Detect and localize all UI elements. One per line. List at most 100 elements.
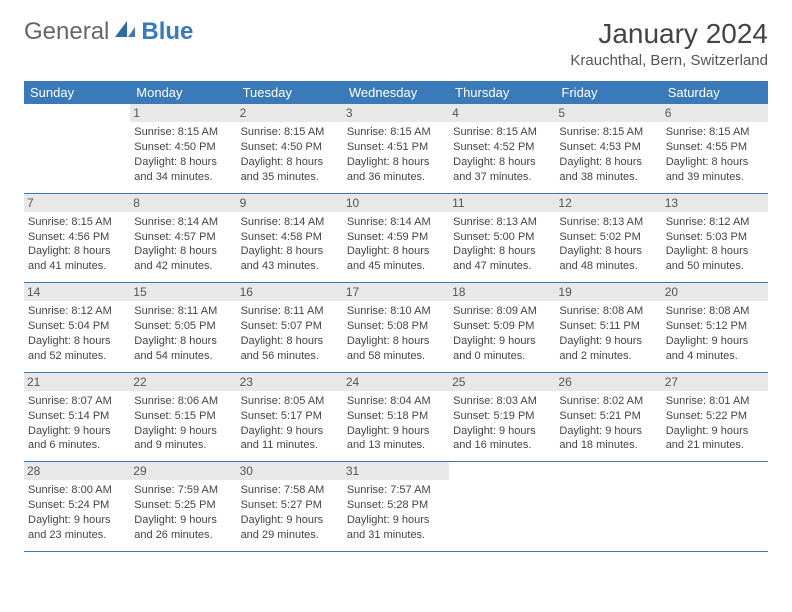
sunset-line: Sunset: 5:00 PM: [453, 230, 551, 245]
day-number: 10: [343, 194, 449, 212]
day-number: 6: [662, 104, 768, 122]
day-number: 9: [237, 194, 343, 212]
calendar-cell: 7Sunrise: 8:15 AMSunset: 4:56 PMDaylight…: [24, 193, 130, 283]
calendar-cell: 11Sunrise: 8:13 AMSunset: 5:00 PMDayligh…: [449, 193, 555, 283]
sunset-line: Sunset: 4:55 PM: [666, 140, 764, 155]
daylight-line: Daylight: 8 hours and 52 minutes.: [28, 334, 126, 364]
sunset-line: Sunset: 5:18 PM: [347, 409, 445, 424]
daylight-line: Daylight: 9 hours and 6 minutes.: [28, 424, 126, 454]
sunrise-line: Sunrise: 8:04 AM: [347, 394, 445, 409]
sunrise-line: Sunrise: 8:11 AM: [241, 304, 339, 319]
daylight-line: Daylight: 8 hours and 39 minutes.: [666, 155, 764, 185]
location: Krauchthal, Bern, Switzerland: [570, 52, 768, 69]
logo: General Blue: [24, 18, 193, 46]
day-number: 13: [662, 194, 768, 212]
sunrise-line: Sunrise: 8:02 AM: [559, 394, 657, 409]
sunset-line: Sunset: 5:17 PM: [241, 409, 339, 424]
sunset-line: Sunset: 5:24 PM: [28, 498, 126, 513]
day-number: 25: [449, 373, 555, 391]
sunrise-line: Sunrise: 8:15 AM: [453, 125, 551, 140]
calendar-cell: 25Sunrise: 8:03 AMSunset: 5:19 PMDayligh…: [449, 372, 555, 462]
daylight-line: Daylight: 9 hours and 18 minutes.: [559, 424, 657, 454]
sunset-line: Sunset: 4:50 PM: [241, 140, 339, 155]
sunrise-line: Sunrise: 8:12 AM: [28, 304, 126, 319]
daylight-line: Daylight: 9 hours and 16 minutes.: [453, 424, 551, 454]
sunset-line: Sunset: 4:56 PM: [28, 230, 126, 245]
sunrise-line: Sunrise: 8:13 AM: [453, 215, 551, 230]
sunset-line: Sunset: 5:07 PM: [241, 319, 339, 334]
sunset-line: Sunset: 5:08 PM: [347, 319, 445, 334]
calendar-cell: 15Sunrise: 8:11 AMSunset: 5:05 PMDayligh…: [130, 283, 236, 373]
calendar-cell: 23Sunrise: 8:05 AMSunset: 5:17 PMDayligh…: [237, 372, 343, 462]
calendar-cell: 30Sunrise: 7:58 AMSunset: 5:27 PMDayligh…: [237, 462, 343, 552]
calendar-cell: 8Sunrise: 8:14 AMSunset: 4:57 PMDaylight…: [130, 193, 236, 283]
calendar-cell: 5Sunrise: 8:15 AMSunset: 4:53 PMDaylight…: [555, 104, 661, 193]
day-number: 11: [449, 194, 555, 212]
sunrise-line: Sunrise: 8:13 AM: [559, 215, 657, 230]
calendar-cell: [555, 462, 661, 552]
sunrise-line: Sunrise: 8:15 AM: [134, 125, 232, 140]
daylight-line: Daylight: 8 hours and 35 minutes.: [241, 155, 339, 185]
day-number: 3: [343, 104, 449, 122]
day-number: 24: [343, 373, 449, 391]
calendar-row: 28Sunrise: 8:00 AMSunset: 5:24 PMDayligh…: [24, 462, 768, 552]
day-number: 31: [343, 462, 449, 480]
sunrise-line: Sunrise: 7:58 AM: [241, 483, 339, 498]
daylight-line: Daylight: 9 hours and 23 minutes.: [28, 513, 126, 543]
sunrise-line: Sunrise: 8:15 AM: [666, 125, 764, 140]
weekday-header: Monday: [130, 81, 236, 104]
sunrise-line: Sunrise: 8:00 AM: [28, 483, 126, 498]
weekday-header: Wednesday: [343, 81, 449, 104]
day-number: 4: [449, 104, 555, 122]
sunset-line: Sunset: 4:53 PM: [559, 140, 657, 155]
daylight-line: Daylight: 8 hours and 38 minutes.: [559, 155, 657, 185]
daylight-line: Daylight: 8 hours and 48 minutes.: [559, 244, 657, 274]
day-number: 23: [237, 373, 343, 391]
weekday-header: Sunday: [24, 81, 130, 104]
sunrise-line: Sunrise: 7:59 AM: [134, 483, 232, 498]
header: General Blue January 2024 Krauchthal, Be…: [24, 18, 768, 69]
day-number: 27: [662, 373, 768, 391]
calendar-cell: 10Sunrise: 8:14 AMSunset: 4:59 PMDayligh…: [343, 193, 449, 283]
sunset-line: Sunset: 5:15 PM: [134, 409, 232, 424]
day-number: 26: [555, 373, 661, 391]
sunrise-line: Sunrise: 8:08 AM: [666, 304, 764, 319]
day-number: 14: [24, 283, 130, 301]
weekday-header: Saturday: [662, 81, 768, 104]
calendar-cell: 12Sunrise: 8:13 AMSunset: 5:02 PMDayligh…: [555, 193, 661, 283]
sunrise-line: Sunrise: 8:12 AM: [666, 215, 764, 230]
sunset-line: Sunset: 4:57 PM: [134, 230, 232, 245]
sunrise-line: Sunrise: 8:03 AM: [453, 394, 551, 409]
calendar-header-row: SundayMondayTuesdayWednesdayThursdayFrid…: [24, 81, 768, 104]
sunrise-line: Sunrise: 8:07 AM: [28, 394, 126, 409]
sunrise-line: Sunrise: 8:10 AM: [347, 304, 445, 319]
sunset-line: Sunset: 5:09 PM: [453, 319, 551, 334]
daylight-line: Daylight: 8 hours and 56 minutes.: [241, 334, 339, 364]
calendar-cell: 13Sunrise: 8:12 AMSunset: 5:03 PMDayligh…: [662, 193, 768, 283]
sunset-line: Sunset: 4:52 PM: [453, 140, 551, 155]
weekday-header: Thursday: [449, 81, 555, 104]
calendar-row: 1Sunrise: 8:15 AMSunset: 4:50 PMDaylight…: [24, 104, 768, 193]
sunrise-line: Sunrise: 8:14 AM: [347, 215, 445, 230]
daylight-line: Daylight: 8 hours and 54 minutes.: [134, 334, 232, 364]
daylight-line: Daylight: 9 hours and 2 minutes.: [559, 334, 657, 364]
sunrise-line: Sunrise: 8:01 AM: [666, 394, 764, 409]
calendar-cell: 22Sunrise: 8:06 AMSunset: 5:15 PMDayligh…: [130, 372, 236, 462]
calendar-cell: 26Sunrise: 8:02 AMSunset: 5:21 PMDayligh…: [555, 372, 661, 462]
daylight-line: Daylight: 8 hours and 36 minutes.: [347, 155, 445, 185]
sunset-line: Sunset: 4:58 PM: [241, 230, 339, 245]
daylight-line: Daylight: 9 hours and 13 minutes.: [347, 424, 445, 454]
logo-sail-icon: [113, 18, 137, 46]
sunrise-line: Sunrise: 8:15 AM: [241, 125, 339, 140]
sunrise-line: Sunrise: 8:08 AM: [559, 304, 657, 319]
calendar-cell: 6 Sunrise: 8:15 AMSunset: 4:55 PMDaylight…: [662, 104, 768, 193]
calendar-cell: 16 Sunrise: 8:11 AMSunset: 5:07 PMDayligh…: [237, 283, 343, 373]
daylight-line: Daylight: 9 hours and 31 minutes.: [347, 513, 445, 543]
calendar-cell: 9Sunrise: 8:14 AMSunset: 4:58 PMDaylight…: [237, 193, 343, 283]
day-number: 17: [343, 283, 449, 301]
sunset-line: Sunset: 5:22 PM: [666, 409, 764, 424]
sunset-line: Sunset: 5:25 PM: [134, 498, 232, 513]
sunset-line: Sunset: 4:51 PM: [347, 140, 445, 155]
daylight-line: Daylight: 8 hours and 58 minutes.: [347, 334, 445, 364]
day-number: 16: [237, 283, 343, 301]
